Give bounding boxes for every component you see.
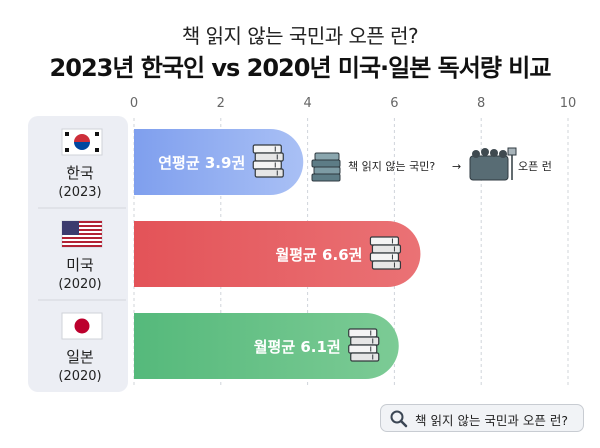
x-tick-label: 10 [560,96,577,111]
japan-flag [61,312,103,340]
arrow-right-icon: → [452,160,461,173]
south-korea-flag [61,128,103,156]
x-tick-label: 4 [303,96,311,111]
bar-value-label: 월평균 6.6권 [275,246,362,264]
bar [134,221,421,287]
chart-title-line1: 책 읽지 않는 국민과 오픈 런? [181,24,419,48]
usa-flag [61,220,103,248]
book-stack-icon [369,236,402,270]
book-stack-icon [348,328,380,362]
book-stack-icon [311,152,341,182]
category-panel [28,116,128,392]
x-tick-label: 8 [477,96,485,111]
annotation-left-text: 책 읽지 않는 국민? [348,160,435,173]
annotation-right-text: 오픈 런 [518,160,552,173]
category-2: 미국 (2020) [58,220,103,292]
category-year: (2020) [58,277,101,292]
bar-value-label: 월평균 6.1권 [254,338,341,356]
book-stack-icon [252,144,284,178]
category-name: 한국 [66,164,94,182]
magnifier-icon [390,410,408,428]
category-3: 일본 (2020) [58,312,103,384]
search-box: 책 읽지 않는 국민과 오픈 런? [380,404,584,432]
x-tick-label: 6 [390,96,398,111]
category-1: 한국 (2023) [58,128,103,200]
x-tick-label: 0 [130,96,138,111]
chart-title-line2: 2023년 한국인 vs 2020년 미국·일본 독서량 비교 [49,54,552,82]
x-tick-label: 2 [217,96,225,111]
category-name: 미국 [66,256,94,274]
category-year: (2020) [58,369,101,384]
category-name: 일본 [66,348,94,366]
annotation: 책 읽지 않는 국민? → 오픈 런 [311,147,552,182]
crowd-queue-icon [469,147,517,181]
search-box-text: 책 읽지 않는 국민과 오픈 런? [415,413,569,428]
bar [134,313,399,379]
category-year: (2023) [58,185,101,200]
bar-value-label: 연평균 3.9권 [158,154,245,172]
